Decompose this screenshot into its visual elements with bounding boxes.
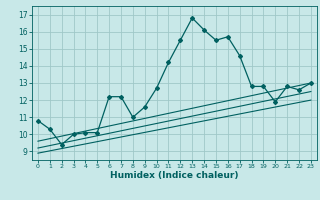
X-axis label: Humidex (Indice chaleur): Humidex (Indice chaleur) [110,171,239,180]
